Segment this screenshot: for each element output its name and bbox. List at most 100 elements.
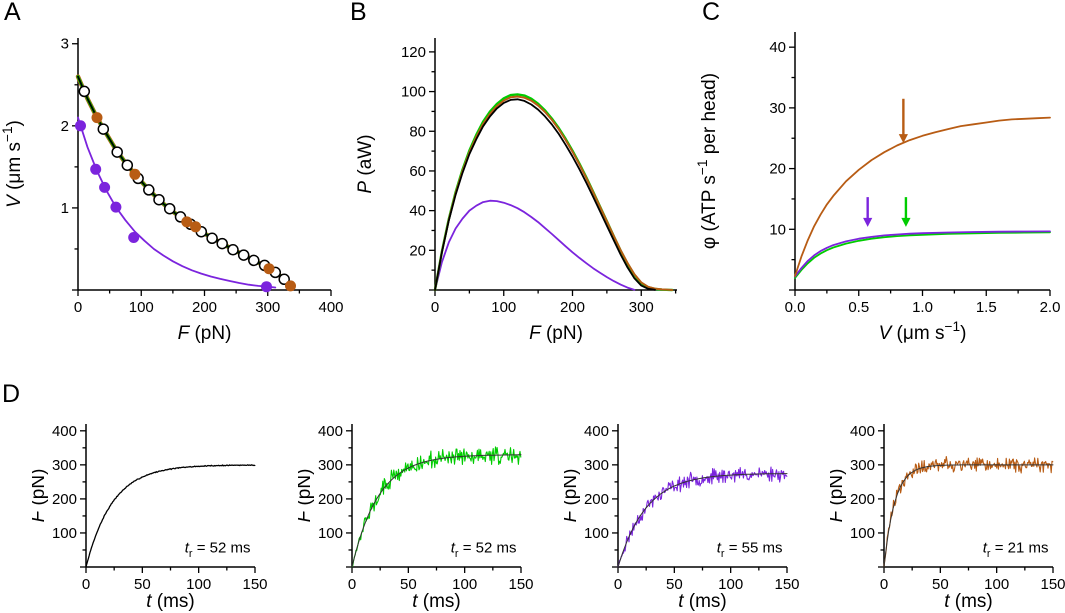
x-tick-label: 50 [932, 576, 949, 593]
series-green-force-trace [351, 446, 522, 568]
x-tick-label: 0 [880, 576, 888, 593]
point-violet-points [90, 163, 102, 175]
x-tick-label: 0 [348, 576, 356, 593]
y-tick-label: 40 [409, 203, 426, 220]
y-tick-label: 30 [769, 100, 786, 117]
x-axis-label: F (pN) [529, 323, 583, 344]
y-tick-label: 100 [318, 525, 343, 542]
x-tick-label: 150 [242, 576, 267, 593]
panel-a-force-velocity-chart: 0 100 200 300 400 1 2 3 F (pN) V (μm s−1) [0, 36, 344, 344]
x-axis-label: t (ms) [678, 591, 727, 612]
y-axis-label: F (pN) [564, 469, 581, 523]
point-violet-points [261, 281, 272, 293]
x-tick-label: 150 [1040, 576, 1065, 593]
y-axis-label: φ (ATP s−1 per head) [695, 73, 720, 249]
y-tick-label: 20 [769, 161, 786, 178]
panel-d-trace-violet-chart: 0 50 100 150 100 200 300 400 t (ms) F (pN) tr = 55… [564, 423, 799, 612]
y-tick-label: 3 [61, 36, 69, 53]
x-tick-label: 0 [431, 299, 439, 316]
arrowhead-green [901, 217, 911, 227]
point-orange-points [181, 216, 193, 228]
point-open-circles [206, 232, 218, 245]
series-fit-line [883, 464, 1054, 568]
point-open-circles [111, 146, 123, 158]
point-open-circles [278, 273, 290, 286]
x-tick-label: 100 [129, 299, 154, 316]
y-axis-label: F (pN) [32, 469, 49, 523]
y-tick-label: 80 [409, 123, 426, 140]
series-orange-atp-curve [794, 116, 1051, 277]
x-tick-label: 50 [134, 576, 151, 593]
y-tick-label: 100 [584, 525, 609, 542]
series-violet-curve [77, 116, 277, 289]
x-tick-label: 100 [718, 576, 743, 593]
arrowhead-violet [863, 217, 873, 227]
x-tick-label: 0 [74, 299, 82, 316]
y-tick-label: 300 [850, 457, 875, 474]
point-open-circles [227, 244, 239, 256]
y-tick-label: 200 [318, 491, 343, 508]
series-orange-underlay-curve [75, 74, 296, 289]
series-violet-atp-curve [794, 230, 1051, 278]
panel-label-b: B [350, 0, 367, 26]
annotation: tr = 55 ms [717, 540, 783, 560]
y-tick-label: 2 [61, 118, 69, 135]
x-axis-label: F (pN) [178, 323, 232, 344]
y-tick-label: 200 [584, 491, 609, 508]
y-tick-label: 40 [769, 39, 786, 56]
y-tick-label: 300 [52, 457, 77, 474]
annotation: tr = 21 ms [983, 540, 1049, 560]
x-axis-label: t (ms) [412, 591, 461, 612]
x-tick-label: 0.0 [785, 299, 806, 316]
x-tick-label: 50 [400, 576, 417, 593]
point-open-circles [153, 193, 165, 206]
point-open-circles [216, 237, 228, 250]
y-tick-label: 200 [52, 491, 77, 508]
point-orange-points [129, 168, 141, 180]
point-open-circles [121, 159, 134, 171]
panel-label-d: D [2, 380, 21, 408]
y-tick-label: 100 [401, 84, 426, 101]
series-black-power-curve [434, 98, 656, 291]
y-tick-label: 120 [401, 44, 426, 61]
x-tick-label: 0.5 [848, 299, 869, 316]
y-tick-label: 400 [52, 423, 77, 440]
x-tick-label: 150 [508, 576, 533, 593]
x-tick-label: 0 [614, 576, 622, 593]
series-violet-power-curve [434, 199, 636, 291]
annotation: tr = 52 ms [451, 540, 517, 560]
annotation: tr = 52 ms [185, 540, 251, 560]
x-tick-label: 150 [774, 576, 799, 593]
series-orange-power-curve [434, 95, 674, 291]
point-violet-points [110, 201, 122, 213]
point-open-circles [237, 249, 250, 261]
x-tick-label: 2.0 [1040, 299, 1061, 316]
point-orange-points [91, 112, 103, 124]
x-tick-label: 200 [560, 299, 585, 316]
x-axis-label: V (μm s−1) [879, 319, 967, 344]
series-orange-force-trace [883, 455, 1054, 568]
x-tick-label: 1.5 [976, 299, 997, 316]
x-tick-label: 0 [82, 576, 90, 593]
panel-d-trace-orange-chart: 0 50 100 150 100 200 300 400 t (ms) F (pN) tr = 21… [830, 423, 1065, 612]
x-tick-label: 100 [452, 576, 477, 593]
point-violet-points [75, 120, 86, 132]
point-violet-points [99, 181, 111, 193]
x-tick-label: 400 [318, 299, 343, 316]
x-tick-label: 100 [984, 576, 1009, 593]
y-tick-label: 400 [318, 423, 343, 440]
x-tick-label: 300 [255, 299, 280, 316]
panel-label-c: C [702, 0, 721, 26]
point-violet-points [128, 232, 140, 243]
x-tick-label: 100 [491, 299, 516, 316]
series-fit-line [617, 473, 788, 568]
y-tick-label: 1 [61, 200, 69, 217]
point-open-circles [97, 123, 110, 135]
panel-label-a: A [4, 0, 21, 26]
y-tick-label: 200 [850, 491, 875, 508]
y-tick-label: 400 [584, 423, 609, 440]
x-tick-label: 300 [629, 299, 654, 316]
arrowhead-orange [898, 134, 908, 144]
y-tick-label: 10 [769, 221, 786, 238]
